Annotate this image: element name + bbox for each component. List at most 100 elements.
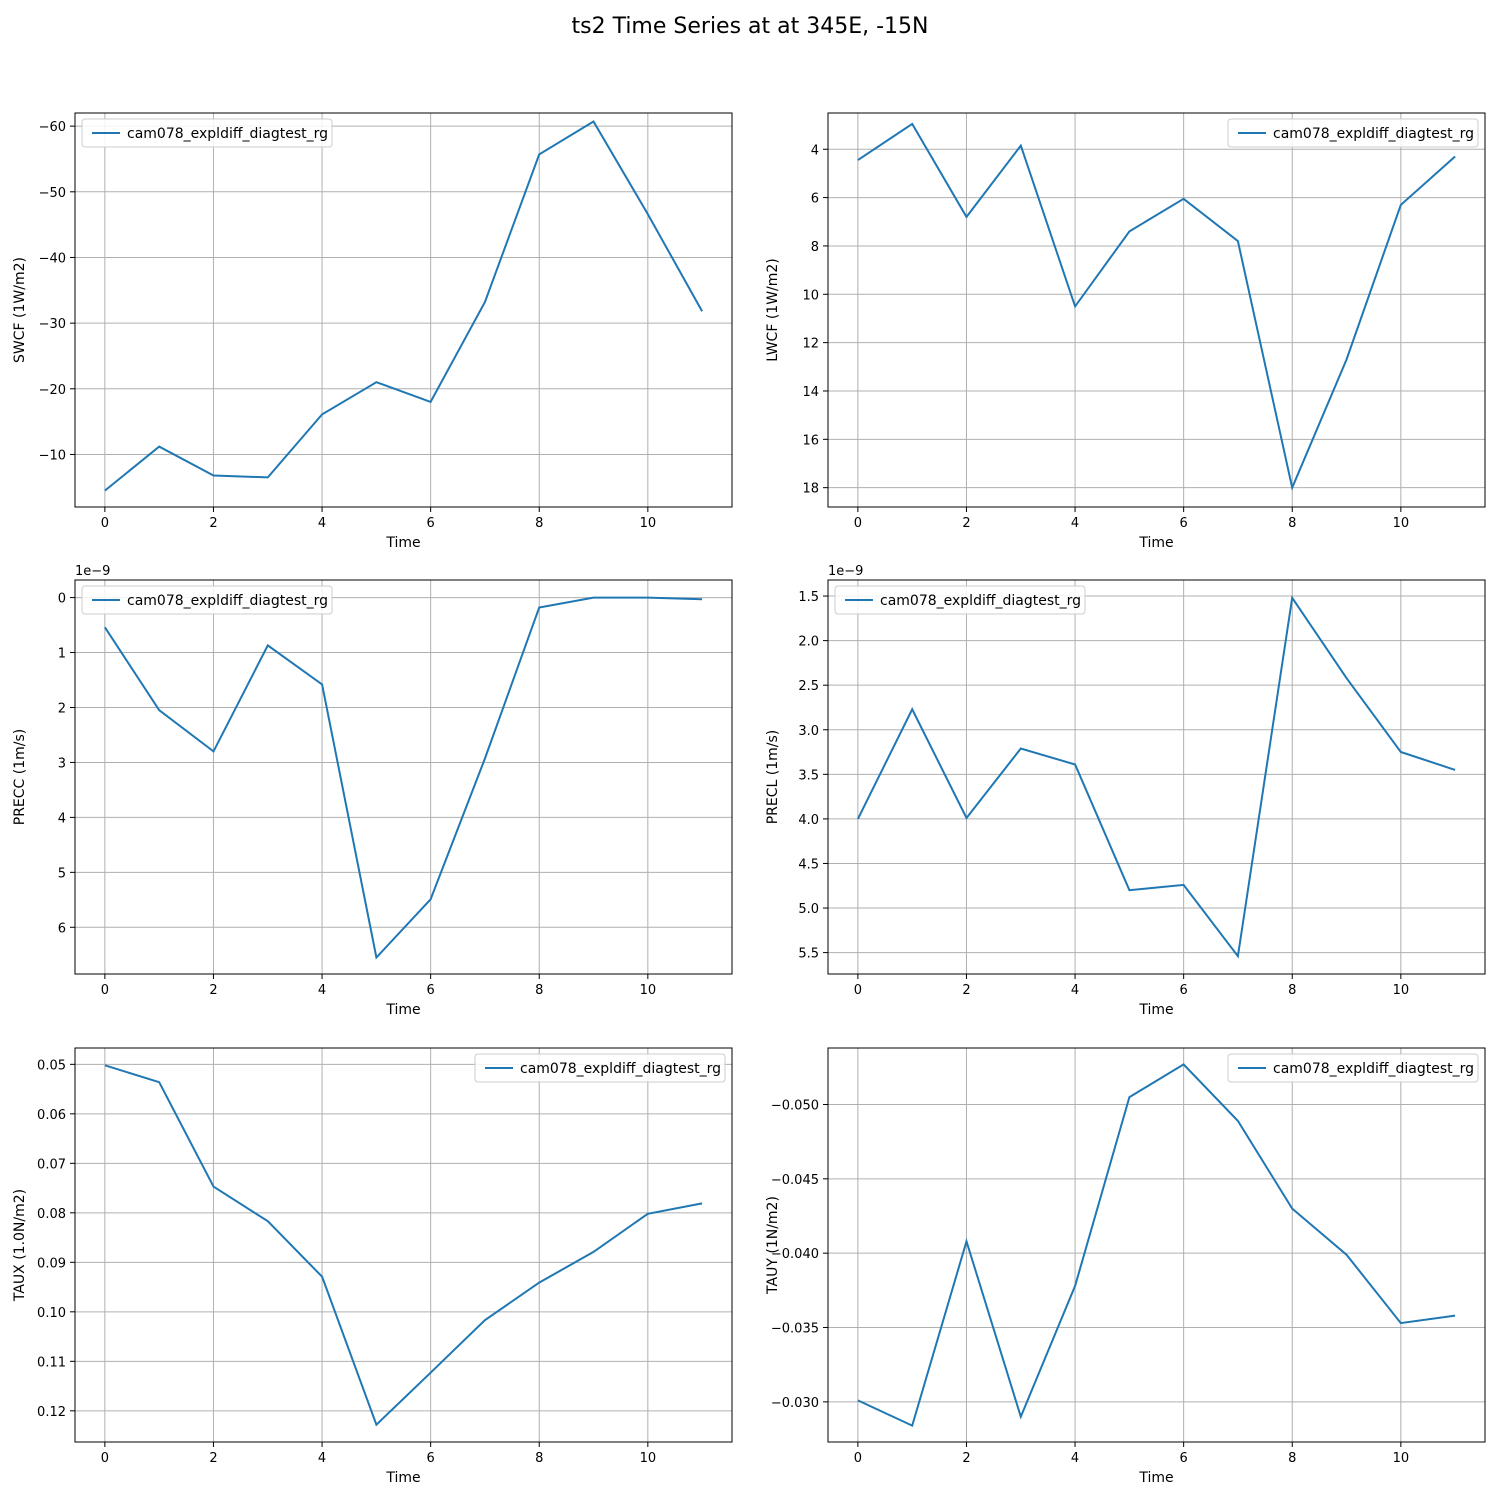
y-tick-label: 0.12 bbox=[37, 1405, 66, 1420]
legend: cam078_expldiff_diagtest_rg bbox=[81, 118, 333, 148]
x-tick-label: 10 bbox=[1393, 1451, 1410, 1466]
legend: cam078_expldiff_diagtest_rg bbox=[1227, 1053, 1479, 1083]
legend-box bbox=[1227, 1053, 1479, 1083]
series-line bbox=[857, 122, 1456, 491]
y-tick-label: 3 bbox=[58, 756, 66, 771]
x-tick-label: 0 bbox=[854, 1451, 862, 1466]
y-tick-label: 18 bbox=[802, 482, 819, 497]
x-tick-label: 10 bbox=[1393, 516, 1410, 531]
y-tick-label: 8 bbox=[811, 240, 819, 255]
y-axis-label: TAUY (1N/m2) bbox=[765, 1196, 781, 1295]
x-tick-label: 6 bbox=[1180, 516, 1188, 531]
x-tick-label: 10 bbox=[1393, 983, 1410, 998]
y-tick-label: 14 bbox=[802, 385, 819, 400]
x-tick-label: 6 bbox=[1180, 983, 1188, 998]
figure-title: ts2 Time Series at at 345E, -15N bbox=[571, 14, 929, 39]
y-tick-label: 2.0 bbox=[798, 635, 819, 650]
y-tick-label: 4.5 bbox=[798, 857, 819, 872]
subplot-6: 0 2 4 6 8 10 −0.050 −0.045 −0.040 −0.035 −0.030 Tim… bbox=[765, 1047, 1486, 1486]
legend-box bbox=[1227, 118, 1479, 148]
x-tick-label: 8 bbox=[1288, 983, 1296, 998]
axes-frame bbox=[74, 579, 733, 975]
legend-label: cam078_expldiff_diagtest_rg bbox=[127, 126, 328, 142]
legend-label: cam078_expldiff_diagtest_rg bbox=[127, 593, 328, 609]
y-offset-text: 1e−9 bbox=[828, 564, 863, 579]
subplot-2: 0 2 4 6 8 10 4 6 8 10 12 14 16 18 Time LWCF (1W/m2) cam0… bbox=[765, 112, 1486, 551]
subplot-1: 0 2 4 6 8 10 −10 −20 −30 −40 −50 −60 Time SWCF (1W/m2… bbox=[12, 112, 733, 551]
series-line bbox=[857, 1063, 1456, 1427]
x-tick-label: 10 bbox=[640, 983, 657, 998]
y-tick-label: −20 bbox=[39, 383, 66, 398]
y-tick-label: 1 bbox=[58, 647, 66, 662]
x-axis-label: Time bbox=[1138, 1470, 1173, 1486]
x-tick-label: 8 bbox=[1288, 516, 1296, 531]
x-tick-label: 0 bbox=[854, 516, 862, 531]
y-tick-label: 2 bbox=[58, 701, 66, 716]
series-line bbox=[857, 595, 1456, 959]
axes-frame bbox=[827, 1047, 1486, 1443]
x-tick-label: 8 bbox=[535, 983, 543, 998]
x-tick-label: 10 bbox=[640, 516, 657, 531]
x-tick-label: 6 bbox=[1180, 1451, 1188, 1466]
y-tick-label: −0.035 bbox=[771, 1322, 819, 1337]
x-tick-label: 10 bbox=[640, 1451, 657, 1466]
y-tick-label: −0.050 bbox=[771, 1098, 819, 1113]
x-tick-label: 0 bbox=[101, 516, 109, 531]
legend-box bbox=[474, 1053, 726, 1083]
x-tick-label: 4 bbox=[318, 516, 326, 531]
y-tick-label: 3.0 bbox=[798, 724, 819, 739]
y-tick-label: −0.030 bbox=[771, 1396, 819, 1411]
legend: cam078_expldiff_diagtest_rg bbox=[1227, 118, 1479, 148]
y-tick-label: −60 bbox=[39, 120, 66, 135]
y-tick-label: 5.0 bbox=[798, 902, 819, 917]
axes-frame bbox=[827, 579, 1486, 975]
y-tick-label: 0 bbox=[58, 592, 66, 607]
x-tick-label: 8 bbox=[535, 1451, 543, 1466]
legend-label: cam078_expldiff_diagtest_rg bbox=[880, 593, 1081, 609]
y-tick-label: −40 bbox=[39, 251, 66, 266]
x-tick-label: 6 bbox=[427, 516, 435, 531]
y-tick-label: −30 bbox=[39, 317, 66, 332]
x-tick-label: 4 bbox=[1071, 516, 1079, 531]
x-tick-label: 4 bbox=[1071, 1451, 1079, 1466]
y-axis-label: PRECC (1m/s) bbox=[12, 729, 28, 826]
y-tick-label: 4 bbox=[58, 811, 66, 826]
legend: cam078_expldiff_diagtest_rg bbox=[474, 1053, 726, 1083]
y-tick-label: 0.10 bbox=[37, 1306, 66, 1321]
axes-frame bbox=[74, 112, 733, 508]
x-tick-label: 2 bbox=[962, 983, 970, 998]
y-tick-label: 0.09 bbox=[37, 1256, 66, 1271]
subplot-5: 0 2 4 6 8 10 0.05 0.06 0.07 0.08 0.09 0.10 0.11 0.12 T… bbox=[12, 1047, 733, 1486]
x-tick-label: 8 bbox=[535, 516, 543, 531]
x-tick-label: 4 bbox=[1071, 983, 1079, 998]
series-line bbox=[104, 596, 703, 960]
legend-label: cam078_expldiff_diagtest_rg bbox=[1273, 1061, 1474, 1077]
series-line bbox=[104, 1064, 703, 1427]
x-axis-label: Time bbox=[1138, 535, 1173, 551]
x-tick-label: 2 bbox=[962, 1451, 970, 1466]
y-axis-label: TAUX (1.0N/m2) bbox=[12, 1189, 28, 1302]
legend: cam078_expldiff_diagtest_rg bbox=[81, 585, 333, 615]
y-tick-label: 0.06 bbox=[37, 1108, 66, 1123]
x-tick-label: 2 bbox=[962, 516, 970, 531]
y-axis-label: LWCF (1W/m2) bbox=[765, 258, 781, 362]
y-tick-label: 3.5 bbox=[798, 768, 819, 783]
x-tick-label: 8 bbox=[1288, 1451, 1296, 1466]
y-tick-label: 6 bbox=[811, 192, 819, 207]
x-tick-label: 6 bbox=[427, 1451, 435, 1466]
legend-box bbox=[81, 118, 333, 148]
y-tick-label: 4 bbox=[811, 143, 819, 158]
y-tick-label: 0.07 bbox=[37, 1157, 66, 1172]
y-tick-label: 10 bbox=[802, 288, 819, 303]
x-tick-label: 2 bbox=[209, 516, 217, 531]
legend-label: cam078_expldiff_diagtest_rg bbox=[1273, 126, 1474, 142]
y-tick-label: 12 bbox=[802, 337, 819, 352]
subplot-4: 0 2 4 6 8 10 1.5 2.0 2.5 3.0 3.5 4.0 4.5 5.0 5.5 Time PR… bbox=[765, 564, 1486, 1018]
y-tick-label: 1.5 bbox=[798, 590, 819, 605]
y-tick-label: 16 bbox=[802, 433, 819, 448]
legend-box bbox=[81, 585, 333, 615]
y-tick-label: 5 bbox=[58, 866, 66, 881]
x-axis-label: Time bbox=[385, 1470, 420, 1486]
x-axis-label: Time bbox=[385, 1002, 420, 1018]
